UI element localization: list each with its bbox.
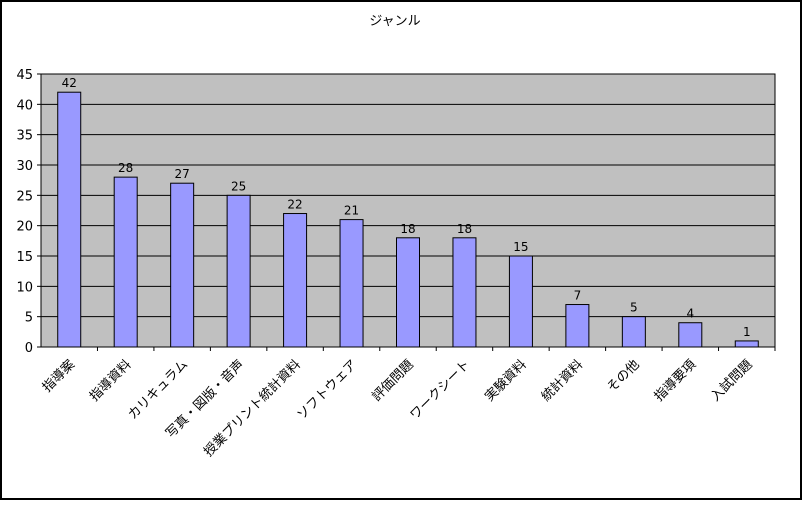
y-tick-label: 45 bbox=[16, 68, 33, 83]
y-tick-label: 20 bbox=[16, 220, 33, 235]
bar bbox=[452, 237, 477, 348]
bar bbox=[508, 255, 533, 348]
bar bbox=[621, 316, 646, 348]
data-label: 21 bbox=[344, 204, 359, 218]
bar bbox=[226, 194, 251, 348]
data-label: 7 bbox=[574, 289, 582, 303]
bar bbox=[734, 340, 759, 348]
data-label: 42 bbox=[62, 76, 77, 90]
data-label: 5 bbox=[630, 301, 638, 315]
data-label: 28 bbox=[118, 161, 133, 175]
data-label: 1 bbox=[743, 325, 751, 339]
chart-title: ジャンル bbox=[369, 14, 420, 29]
y-tick-label: 40 bbox=[16, 98, 33, 113]
y-tick-label: 15 bbox=[16, 250, 33, 265]
data-label: 18 bbox=[457, 222, 472, 236]
bar bbox=[396, 237, 420, 348]
bar bbox=[57, 91, 82, 348]
data-label: 18 bbox=[400, 222, 415, 236]
data-label: 22 bbox=[287, 198, 302, 212]
bar bbox=[565, 304, 590, 348]
bars bbox=[57, 91, 759, 348]
data-label: 27 bbox=[175, 167, 190, 181]
data-labels: 42 28 27 25 22 21 18 18 15 7 5 4 1 bbox=[62, 76, 751, 339]
bar bbox=[170, 182, 195, 348]
y-tick-label: 5 bbox=[25, 311, 33, 326]
bar bbox=[113, 176, 138, 348]
bar bbox=[678, 322, 703, 348]
y-axis: 0 5 10 15 20 25 30 35 40 45 bbox=[16, 68, 41, 356]
data-label: 25 bbox=[231, 179, 246, 193]
bar bbox=[283, 213, 308, 348]
data-label: 4 bbox=[686, 307, 694, 321]
y-tick-label: 0 bbox=[25, 341, 33, 356]
y-tick-label: 35 bbox=[16, 129, 33, 144]
data-label: 15 bbox=[513, 240, 528, 254]
bar bbox=[339, 219, 364, 348]
y-tick-label: 25 bbox=[16, 189, 33, 204]
y-tick-label: 10 bbox=[16, 280, 33, 295]
y-tick-label: 30 bbox=[16, 159, 33, 174]
